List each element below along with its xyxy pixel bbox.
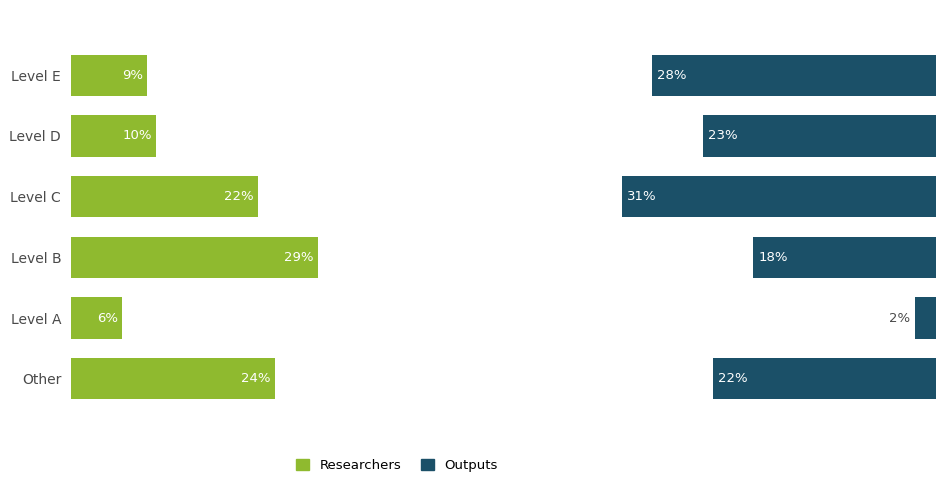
Text: 23%: 23%: [707, 129, 736, 143]
Text: 31%: 31%: [626, 190, 656, 203]
Text: 10%: 10%: [122, 129, 151, 143]
Text: 18%: 18%: [757, 251, 787, 264]
Bar: [71, 115, 156, 157]
Bar: [621, 176, 935, 218]
Text: 22%: 22%: [717, 372, 747, 385]
Bar: [71, 297, 122, 339]
Bar: [712, 358, 935, 400]
Bar: [915, 297, 935, 339]
Bar: [71, 237, 317, 278]
Text: 9%: 9%: [122, 69, 143, 82]
Text: 22%: 22%: [224, 190, 253, 203]
Bar: [651, 54, 935, 96]
Text: 24%: 24%: [241, 372, 270, 385]
Bar: [71, 358, 275, 400]
Text: 2%: 2%: [888, 311, 909, 325]
Bar: [702, 115, 935, 157]
Bar: [71, 54, 147, 96]
Text: 6%: 6%: [96, 311, 117, 325]
Text: 29%: 29%: [283, 251, 313, 264]
Bar: [71, 176, 258, 218]
Bar: [752, 237, 935, 278]
Text: 28%: 28%: [656, 69, 686, 82]
Legend: Researchers, Outputs: Researchers, Outputs: [295, 460, 497, 473]
